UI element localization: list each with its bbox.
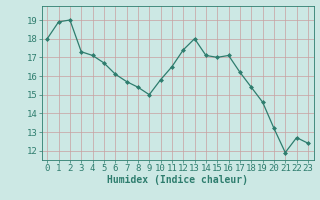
X-axis label: Humidex (Indice chaleur): Humidex (Indice chaleur)	[107, 175, 248, 185]
